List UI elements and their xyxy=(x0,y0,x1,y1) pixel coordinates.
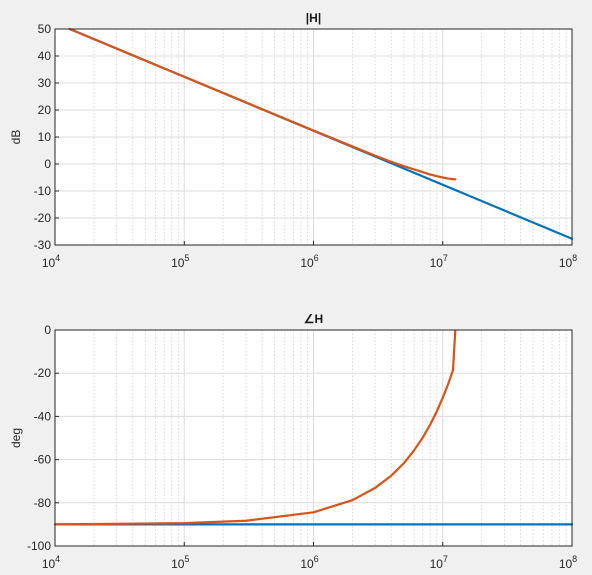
y-tick-label: -10 xyxy=(34,184,52,198)
x-tick-label: 108 xyxy=(559,253,577,270)
x-tick-label: 105 xyxy=(171,554,189,571)
y-tick-label: 0 xyxy=(44,323,51,337)
y-tick-label: -20 xyxy=(34,211,52,225)
phase-title: ∠H xyxy=(304,312,323,326)
x-tick-label: 105 xyxy=(171,253,189,270)
y-tick-label: 50 xyxy=(38,22,52,36)
y-tick-label: 10 xyxy=(38,130,52,144)
y-tick-label: 40 xyxy=(38,49,52,63)
magnitude-title: |H| xyxy=(306,11,321,25)
y-tick-label: -30 xyxy=(34,238,52,252)
y-tick-label: -80 xyxy=(34,496,52,510)
y-tick-label: -60 xyxy=(34,453,52,467)
magnitude-series-2-line xyxy=(68,27,457,181)
x-tick-label: 106 xyxy=(300,253,318,270)
x-tick-label: 104 xyxy=(42,554,60,571)
y-tick-label: -100 xyxy=(27,539,51,553)
x-tick-label: 108 xyxy=(559,554,577,571)
magnitude-ylabel: dB xyxy=(9,130,23,145)
y-tick-label: 0 xyxy=(44,157,51,171)
x-tick-label: 104 xyxy=(42,253,60,270)
x-tick-label: 107 xyxy=(430,554,448,571)
y-tick-label: -20 xyxy=(34,366,52,380)
y-tick-label: 20 xyxy=(38,103,52,117)
x-tick-label: 107 xyxy=(430,253,448,270)
y-tick-label: 30 xyxy=(38,76,52,90)
x-tick-label: 106 xyxy=(300,554,318,571)
phase-series-2-line xyxy=(53,329,457,526)
y-tick-label: -40 xyxy=(34,409,52,423)
phase-ylabel: deg xyxy=(9,428,23,448)
phase-axes: -100 -80 -60 -40 -20 0 104 105 106 107 108 ∠H deg xyxy=(9,312,577,571)
magnitude-axes: -30 -20 -10 0 10 20 30 40 50 104 105 106 107 108 |H| dB xyxy=(9,11,577,270)
